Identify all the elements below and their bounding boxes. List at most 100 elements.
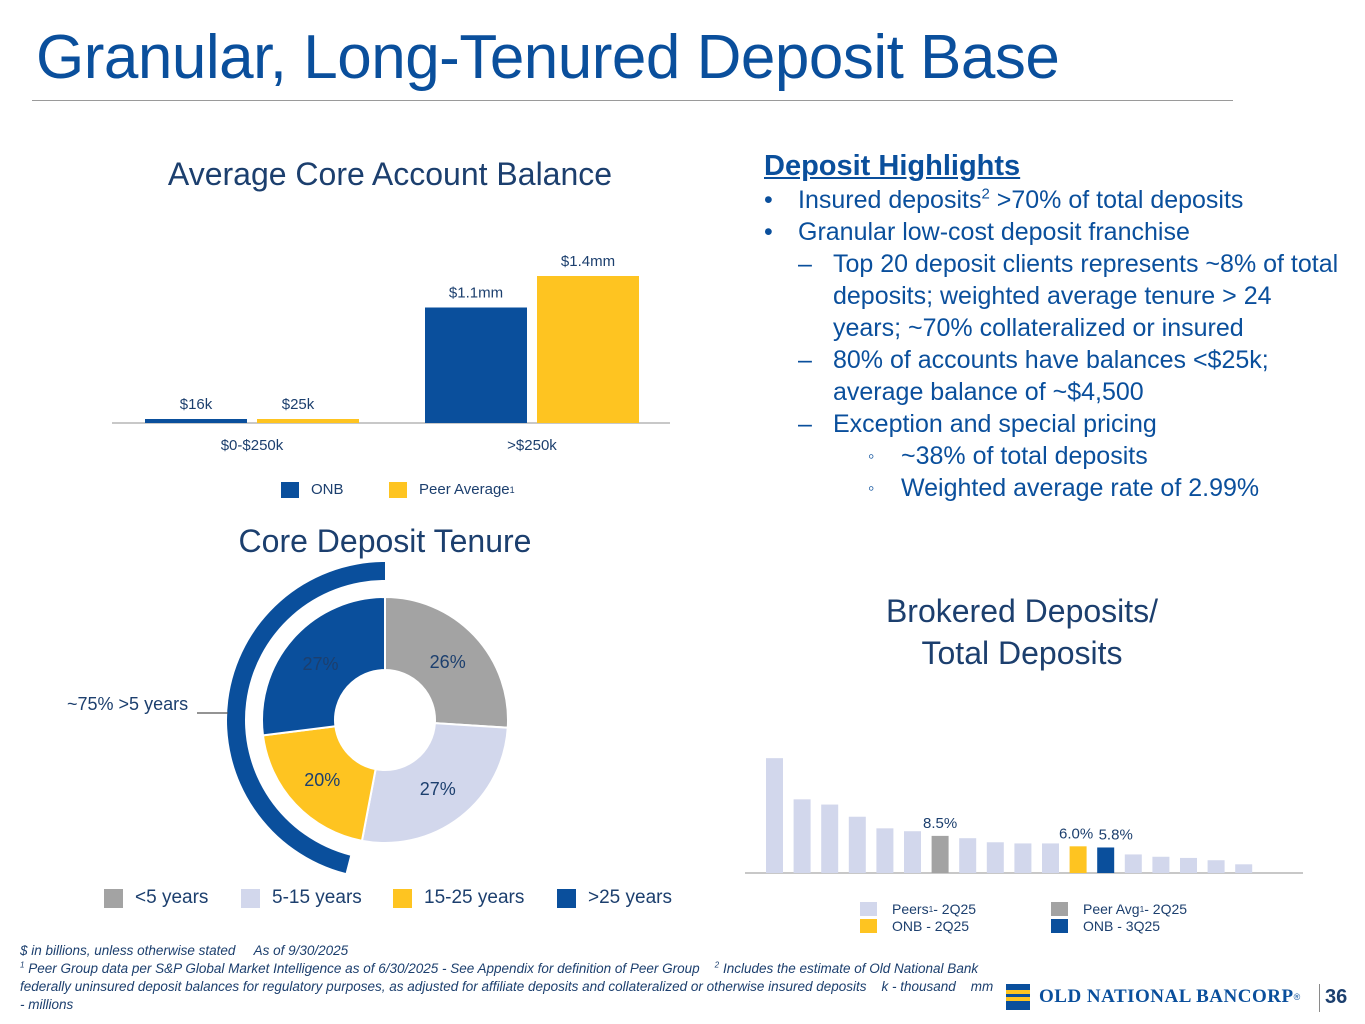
highlight-item-level-2: – Exception and special pricing <box>764 408 1344 440</box>
tenure-slice <box>384 595 509 729</box>
old-national-bancorp-logo: OLD NATIONAL BANCORP ® <box>1006 984 1300 1010</box>
brokered-title-line-2: Total Deposits <box>921 635 1123 671</box>
onb-2q-swatch <box>860 919 877 933</box>
onb-swatch <box>281 481 299 498</box>
tenure-legend-lt5: <5 years <box>104 887 208 909</box>
tenure-annotation: ~75% >5 years <box>67 694 188 714</box>
onb-3q-swatch <box>1051 919 1068 933</box>
highlight-item-level-2: – Top 20 deposit clients represents ~8% o… <box>764 248 1344 344</box>
acab-legend-peer: Peer Average 1 <box>389 481 515 498</box>
page-number-divider <box>1319 984 1320 1012</box>
highlight-text: Insured deposits <box>798 186 982 214</box>
brokered-legend-peers-suffix: - 2Q25 <box>933 901 977 917</box>
brokered-bar <box>1152 856 1170 873</box>
logo-registered-mark: ® <box>1293 992 1301 1002</box>
bullet-marker: – <box>798 346 812 374</box>
acab-bar <box>257 419 359 423</box>
tenure-slice <box>261 725 377 842</box>
highlight-text-continued: >70% of total deposits <box>989 186 1244 214</box>
tenure-outer-ring <box>227 562 385 874</box>
tenure-legend-gt25: >25 years <box>557 887 672 909</box>
acab-bar <box>145 419 247 423</box>
tenure-slice-label: 27% <box>302 654 338 674</box>
brokered-chart-title: Brokered Deposits/ Total Deposits <box>822 590 1222 674</box>
deposit-highlights-list: • Insured deposits2 >70% of total deposit… <box>764 184 1344 504</box>
highlight-text: Top 20 deposit clients represents ~8% of… <box>833 250 1339 342</box>
brokered-bar <box>1042 843 1059 873</box>
bullet-marker: ◦ <box>868 446 875 466</box>
gt25-swatch <box>557 888 576 908</box>
highlight-text: 80% of accounts have balances <$25k; ave… <box>833 346 1269 406</box>
highlight-item-level-1: • Granular low-cost deposit franchise <box>764 216 1344 248</box>
brokered-legend-onb-2q: ONB - 2Q25 <box>860 918 969 934</box>
brokered-title-line-1: Brokered Deposits/ <box>885 593 1159 629</box>
brokered-legend-peer-avg-suffix: - 2Q25 <box>1144 901 1188 917</box>
footnotes: $ in billions, unless otherwise stated A… <box>20 942 1000 1014</box>
acab-data-label: $25k <box>282 396 315 413</box>
brokered-legend-onb-3q-label: ONB - 3Q25 <box>1083 918 1161 934</box>
acab-legend-onb: ONB <box>281 481 344 498</box>
lt5-swatch <box>104 888 123 908</box>
tenure-legend-15-25-label: 15-25 years <box>424 887 525 908</box>
logo-name: OLD NATIONAL BANCORP <box>1039 986 1294 1007</box>
brokered-legend-peers: Peers 1 - 2Q25 <box>860 901 976 917</box>
deposit-highlights-title: Deposit Highlights <box>764 150 1021 182</box>
highlight-text: Exception and special pricing <box>833 410 1157 438</box>
footnote-line-1: $ in billions, unless otherwise stated A… <box>20 943 349 958</box>
brokered-data-label: 5.8% <box>1099 826 1133 843</box>
brokered-bar <box>1069 846 1087 873</box>
15-25-swatch <box>393 888 412 908</box>
brokered-legend-peer-avg: Peer Avg 1 - 2Q25 <box>1051 901 1187 917</box>
brokered-data-label: 6.0% <box>1059 825 1093 842</box>
acab-category-label: >$250k <box>507 437 557 454</box>
acab-data-label: $1.4mm <box>561 253 615 270</box>
bullet-marker: – <box>798 410 812 438</box>
brokered-bar <box>766 758 783 873</box>
highlight-item-level-3: ◦ ~38% of total deposits <box>764 440 1344 472</box>
footnote-2-marker: 2 <box>714 960 720 970</box>
5-15-swatch <box>241 888 260 908</box>
tenure-slice-label: 27% <box>420 779 456 799</box>
brokered-legend-peer-avg-label: Peer Avg <box>1083 901 1140 917</box>
acab-bar <box>425 307 527 423</box>
bullet-marker: • <box>764 186 773 214</box>
peers-swatch <box>860 902 877 916</box>
tenure-legend-lt5-label: <5 years <box>135 887 209 908</box>
brokered-bar <box>821 804 839 873</box>
highlight-text: ~38% of total deposits <box>901 442 1148 470</box>
brokered-bar <box>793 799 811 873</box>
acab-data-label: $16k <box>180 396 213 413</box>
highlight-footnote-marker: 2 <box>981 185 990 203</box>
tenure-slice-label: 26% <box>430 652 466 672</box>
highlight-item-level-1: • Insured deposits2 >70% of total deposit… <box>764 184 1344 216</box>
acab-category-label: $0-$250k <box>221 437 284 454</box>
footnote-line-2: 1 Peer Group data per S&P Global Market … <box>20 960 1000 1014</box>
page-number: 36 <box>1325 986 1348 1008</box>
peer-avg-swatch <box>1051 902 1068 916</box>
highlight-text: Granular low-cost deposit franchise <box>798 218 1190 246</box>
bullet-marker: ◦ <box>868 478 875 498</box>
brokered-legend-peers-label: Peers <box>892 901 929 917</box>
page-title: Granular, Long-Tenured Deposit Base <box>36 23 1060 92</box>
highlight-text: Weighted average rate of 2.99% <box>901 474 1260 502</box>
brokered-bar <box>1180 857 1197 873</box>
footnote-1: Peer Group data per S&P Global Market In… <box>24 961 715 976</box>
brokered-legend-onb-2q-label: ONB - 2Q25 <box>892 918 970 934</box>
tenure-legend-gt25-label: >25 years <box>588 887 672 908</box>
brokered-bar <box>1097 847 1115 873</box>
brokered-bar <box>1207 860 1225 873</box>
brokered-bar <box>1235 864 1253 873</box>
acab-legend-onb-label: ONB <box>311 481 344 498</box>
brokered-bar <box>959 838 977 873</box>
footnote-2: Includes the estimate of Old National Ba… <box>20 961 998 1012</box>
brokered-data-label: 8.5% <box>923 815 957 832</box>
bullet-marker: • <box>764 218 773 246</box>
acab-legend-peer-label: Peer Average <box>419 481 510 498</box>
acab-chart-title: Average Core Account Balance <box>167 156 613 192</box>
deposit-highlights: Deposit Highlights • Insured deposits2 >7… <box>764 150 1344 504</box>
title-divider <box>32 100 1233 101</box>
logo-mark-icon <box>1006 984 1030 1010</box>
brokered-bar <box>986 842 1004 873</box>
tenure-slice-label: 20% <box>304 770 340 790</box>
tenure-legend-5-15-label: 5-15 years <box>272 887 362 908</box>
